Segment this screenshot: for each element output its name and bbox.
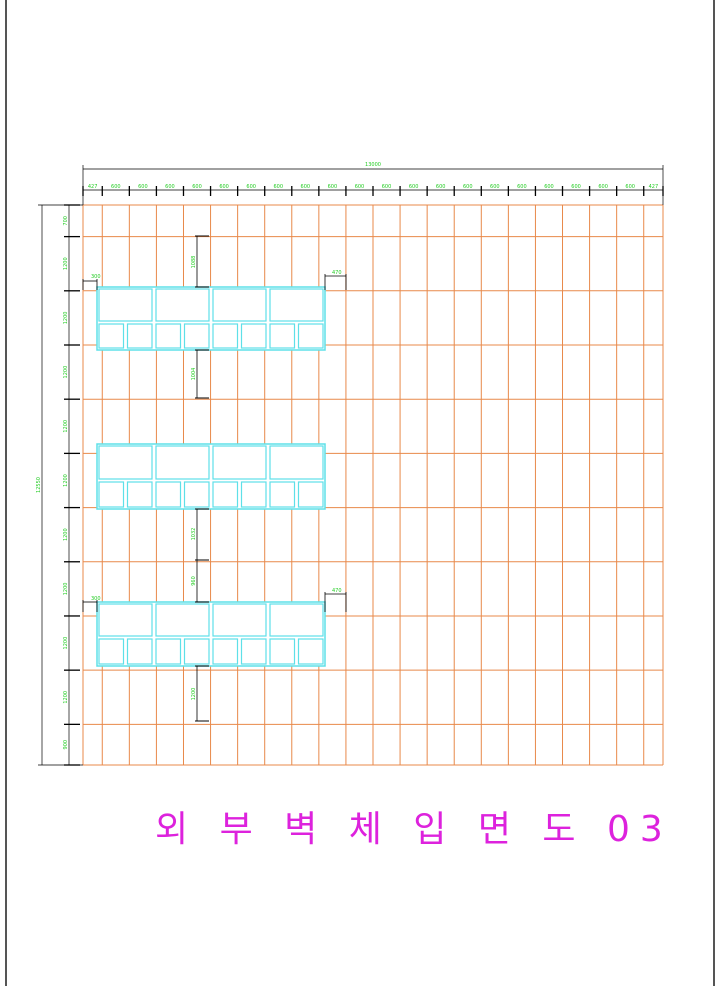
segment-height-label: 900 xyxy=(63,740,69,750)
segment-height-label: 1200 xyxy=(63,637,69,650)
window-pane-lower xyxy=(297,638,324,665)
window-pane-upper xyxy=(212,603,267,637)
segment-width-label: 600 xyxy=(219,184,229,190)
window-frame xyxy=(96,601,326,667)
segment-width-label: 600 xyxy=(301,184,311,190)
segment-height-label: 1200 xyxy=(63,312,69,325)
segment-height-label: 1200 xyxy=(63,528,69,541)
window-pane-upper xyxy=(212,288,267,322)
window-pane-upper xyxy=(98,603,153,637)
segment-width-label: 600 xyxy=(436,184,446,190)
window-pane-lower xyxy=(126,481,153,508)
window-pane-lower xyxy=(126,638,153,665)
window-pane-lower xyxy=(240,638,267,665)
segment-width-label: 600 xyxy=(625,184,635,190)
page-border-right xyxy=(713,0,715,986)
window-pane-lower xyxy=(155,638,182,665)
window-pane-lower xyxy=(240,481,267,508)
segment-width-label: 600 xyxy=(598,184,608,190)
window-group-2 xyxy=(96,443,326,510)
segment-height-label: 1200 xyxy=(63,257,69,270)
segment-width-label: 427 xyxy=(88,184,98,190)
window-dim-left-1: 300 xyxy=(91,274,101,280)
segment-width-label: 600 xyxy=(571,184,581,190)
segment-width-label: 600 xyxy=(273,184,283,190)
window-dim-above-1: 1088 xyxy=(191,256,197,269)
segment-width-label: 600 xyxy=(165,184,175,190)
window-pane-upper xyxy=(212,445,267,480)
window-pane-lower xyxy=(212,638,239,665)
segment-width-label: 600 xyxy=(463,184,473,190)
window-group-3 xyxy=(96,601,326,667)
window-pane-lower xyxy=(212,323,239,349)
window-pane-upper xyxy=(155,445,210,480)
window-pane-upper xyxy=(155,288,210,322)
window-pane-lower xyxy=(98,481,125,508)
overall-width-label: 13000 xyxy=(365,162,381,168)
window-dim-below-1: 1004 xyxy=(191,368,197,381)
segment-height-label: 1200 xyxy=(63,583,69,596)
segment-height-label: 1200 xyxy=(63,420,69,433)
segment-height-label: 1200 xyxy=(63,366,69,379)
window-group-1 xyxy=(96,286,326,351)
window-pane-lower xyxy=(212,481,239,508)
window-dim-below-2: 1032 xyxy=(191,528,197,541)
overall-height-label: 12550 xyxy=(36,477,42,493)
window-pane-lower xyxy=(155,323,182,349)
segment-width-label: 600 xyxy=(328,184,338,190)
window-frame xyxy=(96,286,326,351)
window-pane-lower xyxy=(297,323,324,349)
segment-width-label: 600 xyxy=(138,184,148,190)
window-groups xyxy=(96,286,326,667)
window-dim-left-3: 300 xyxy=(91,596,101,602)
segment-height-label: 700 xyxy=(63,216,69,226)
window-pane-upper xyxy=(98,445,153,480)
segment-width-label: 600 xyxy=(382,184,392,190)
window-pane-upper xyxy=(155,603,210,637)
window-pane-lower xyxy=(126,323,153,349)
segment-width-label: 600 xyxy=(192,184,202,190)
drawing-title: 외 부 벽 체 입 면 도 03 xyxy=(155,809,673,850)
window-pane-lower xyxy=(183,481,210,508)
dimension-lines: 427 600 600 600 600 600 600 600 600 600 600 600 600 6… xyxy=(38,165,664,766)
window-pane-lower xyxy=(98,638,125,665)
segment-width-label: 600 xyxy=(111,184,121,190)
window-pane-lower xyxy=(240,323,267,349)
window-pane-lower xyxy=(183,323,210,349)
segment-width-label: 600 xyxy=(409,184,419,190)
segment-width-label: 600 xyxy=(490,184,500,190)
window-pane-lower xyxy=(269,638,296,665)
segment-width-label: 600 xyxy=(355,184,365,190)
window-pane-lower xyxy=(269,481,296,508)
window-pane-lower xyxy=(98,323,125,349)
segment-width-label: 600 xyxy=(517,184,527,190)
window-dim-right-3: 470 xyxy=(332,588,342,594)
window-dim-below-3: 1200 xyxy=(191,688,197,701)
window-pane-upper xyxy=(269,445,324,480)
window-pane-lower xyxy=(297,481,324,508)
window-pane-upper xyxy=(98,288,153,322)
segment-height-label: 1200 xyxy=(63,474,69,487)
window-pane-upper xyxy=(269,603,324,637)
window-pane-lower xyxy=(269,323,296,349)
page-border-left xyxy=(5,0,7,986)
segment-width-label: 600 xyxy=(544,184,554,190)
window-frame xyxy=(96,443,326,510)
window-pane-upper xyxy=(269,288,324,322)
window-pane-lower xyxy=(155,481,182,508)
window-dim-right-1: 470 xyxy=(332,270,342,276)
window-dim-above-3: 960 xyxy=(191,576,197,586)
segment-width-label: 427 xyxy=(649,184,659,190)
segment-width-label: 600 xyxy=(246,184,256,190)
window-pane-lower xyxy=(183,638,210,665)
segment-height-label: 1200 xyxy=(63,691,69,704)
